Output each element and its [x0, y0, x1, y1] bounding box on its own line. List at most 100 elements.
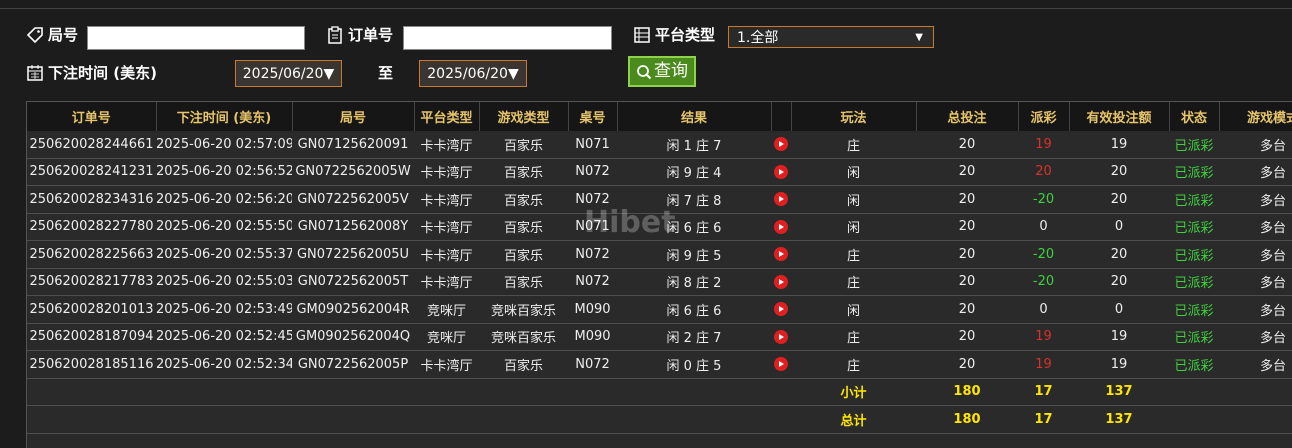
- cell: 卡卡湾厅: [414, 240, 479, 269]
- column-header: 下注时间 (美东): [156, 102, 293, 131]
- empty-cell: [414, 405, 479, 434]
- empty-cell: [1169, 405, 1219, 434]
- cell: 250620028244661: [27, 131, 156, 159]
- empty-cell: [27, 405, 156, 434]
- summary-bet: 180: [916, 405, 1018, 434]
- column-header: 状态: [1169, 102, 1220, 131]
- subtotal-row: 小计 180 17 137: [27, 378, 1292, 406]
- round-input[interactable]: [87, 26, 305, 50]
- query-button[interactable]: 查询: [628, 56, 696, 87]
- summary-valid: 137: [1069, 378, 1169, 406]
- video-icon[interactable]: [774, 247, 788, 262]
- cell: 多台: [1219, 158, 1292, 186]
- cell: 多台: [1219, 185, 1292, 214]
- video-icon[interactable]: [774, 274, 788, 289]
- cell: -20: [1018, 240, 1069, 269]
- cell: N071: [568, 213, 617, 241]
- cell: 闲 8 庄 2: [617, 268, 771, 296]
- search-icon: [637, 64, 652, 79]
- video-icon[interactable]: [774, 219, 788, 234]
- button-text: 查询: [654, 61, 688, 81]
- video-icon[interactable]: [774, 192, 788, 207]
- column-header: 玩法: [791, 102, 917, 131]
- empty-cell: [292, 378, 414, 406]
- empty-cell: [568, 378, 617, 406]
- label-text: 订单号: [348, 26, 394, 44]
- tag-icon: [26, 26, 43, 43]
- summary-payout: 17: [1018, 378, 1069, 406]
- summary-bet: 180: [916, 378, 1018, 406]
- cell: 已派彩: [1169, 213, 1219, 241]
- cell: 250620028225663: [27, 240, 156, 269]
- video-cell: [771, 350, 791, 379]
- cell: -20: [1018, 185, 1069, 214]
- cell: 闲: [791, 213, 916, 241]
- date-from[interactable]: 2025/06/20▼: [235, 60, 342, 87]
- summary-label: 小计: [791, 378, 916, 406]
- cell: 20: [916, 240, 1018, 269]
- cell: 闲 0 庄 5: [617, 350, 771, 379]
- header-row: 订单号 下注时间 (美东) 局号 平台类型 游戏类型 桌号 结果 玩法 总投注 派彩 有效投注额 状态…: [27, 102, 1292, 131]
- cell: 0: [1069, 213, 1169, 241]
- empty-cell: [479, 378, 568, 406]
- order-input[interactable]: [403, 26, 612, 50]
- column-header: 订单号: [27, 102, 157, 131]
- empty-cell: [1219, 378, 1292, 406]
- cell: GN0722562005U: [292, 240, 414, 269]
- video-icon[interactable]: [774, 164, 788, 179]
- cell: 250620028217783: [27, 268, 156, 296]
- empty-cell: [479, 405, 568, 434]
- video-cell: [771, 268, 791, 296]
- video-icon[interactable]: [774, 329, 788, 344]
- to-label: 至: [378, 62, 393, 83]
- cell: 闲 9 庄 4: [617, 158, 771, 186]
- cell: GN0722562005V: [292, 185, 414, 214]
- record-row: 250620028187094 2025-06-20 02:52:45 GM0902…: [27, 323, 1292, 351]
- cell: N072: [568, 240, 617, 269]
- video-icon[interactable]: [774, 357, 788, 372]
- column-header: [771, 102, 792, 131]
- cell: 卡卡湾厅: [414, 158, 479, 186]
- video-cell: [771, 185, 791, 214]
- column-header: 桌号: [568, 102, 618, 131]
- record-row: 250620028234316 2025-06-20 02:56:20 GN0722…: [27, 185, 1292, 214]
- cell: 20: [916, 268, 1018, 296]
- cell: 20: [916, 323, 1018, 351]
- summary-payout: 17: [1018, 405, 1069, 434]
- column-header: 游戏模式: [1219, 102, 1292, 131]
- record-row: 250620028217783 2025-06-20 02:55:03 GN0722…: [27, 268, 1292, 296]
- cell: 20: [916, 295, 1018, 324]
- cell: 20: [1069, 158, 1169, 186]
- empty-cell: [292, 405, 414, 434]
- cell: GM0902562004Q: [292, 323, 414, 351]
- date-to[interactable]: 2025/06/20▼: [419, 60, 527, 87]
- cell: 19: [1018, 131, 1069, 159]
- record-row: 250620028185116 2025-06-20 02:52:34 GN0722…: [27, 350, 1292, 379]
- cell: 卡卡湾厅: [414, 268, 479, 296]
- cell: 闲 6 庄 6: [617, 213, 771, 241]
- cell: -20: [1018, 268, 1069, 296]
- column-header: 平台类型: [414, 102, 480, 131]
- cell: 闲 9 庄 5: [617, 240, 771, 269]
- cell: 20: [1069, 185, 1169, 214]
- column-header: 派彩: [1018, 102, 1070, 131]
- cell: 多台: [1219, 350, 1292, 379]
- cell: 20: [1018, 158, 1069, 186]
- empty-cell: [27, 378, 156, 406]
- cell: 竞咪厅: [414, 323, 479, 351]
- divider: [0, 8, 1292, 9]
- cell: 闲 7 庄 8: [617, 185, 771, 214]
- cell: 250620028201013: [27, 295, 156, 324]
- video-cell: [771, 131, 791, 159]
- cell: 闲: [791, 158, 916, 186]
- cell: 多台: [1219, 131, 1292, 159]
- video-icon[interactable]: [774, 137, 788, 152]
- cell: GN0722562005P: [292, 350, 414, 379]
- cell: 竞咪百家乐: [479, 295, 568, 324]
- cell: 百家乐: [479, 350, 568, 379]
- cell: 20: [916, 158, 1018, 186]
- summary-valid: 137: [1069, 405, 1169, 434]
- cell: 竞咪厅: [414, 295, 479, 324]
- video-icon[interactable]: [774, 302, 788, 317]
- platform-select[interactable]: 1.全部 ▼: [728, 26, 934, 48]
